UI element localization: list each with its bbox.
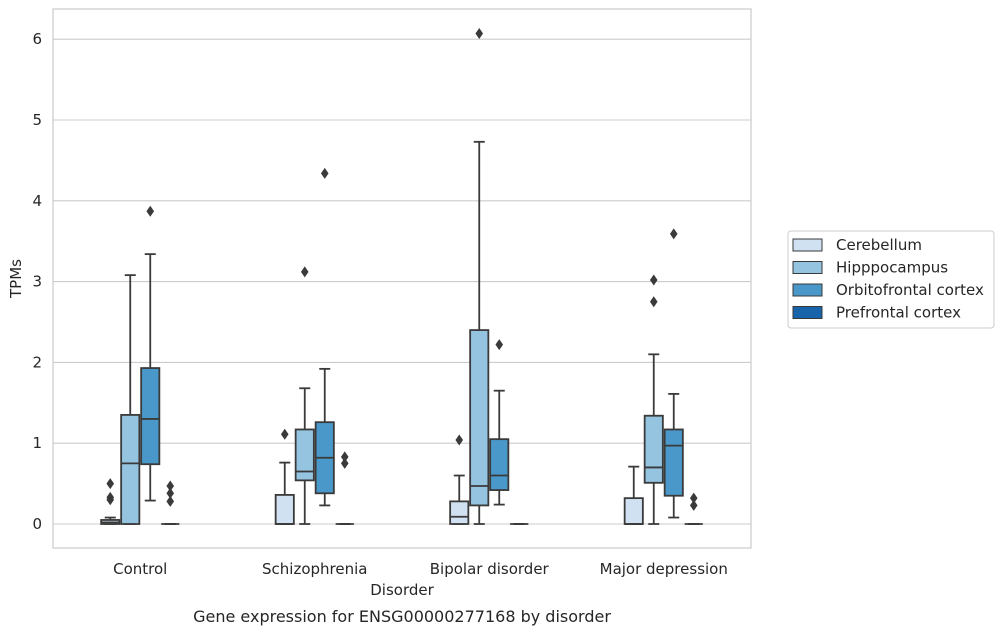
outlier-point (455, 434, 464, 446)
legend-frame (787, 230, 995, 329)
outlier-point (280, 428, 289, 440)
outlier-point (495, 339, 504, 351)
outlier-point (146, 205, 155, 217)
box-1-3 (643, 274, 664, 525)
box-body (623, 497, 644, 525)
legend-swatch (792, 261, 823, 274)
box-body (294, 428, 315, 482)
box-2-3 (663, 228, 684, 519)
box-3-3 (684, 492, 703, 525)
chart-caption: Gene expression for ENSG00000277168 by d… (193, 607, 611, 626)
y-axis-label: TPMs (7, 259, 25, 299)
legend-label: Cerebellum (836, 236, 922, 254)
legend-swatch (792, 283, 823, 297)
box-1-0 (120, 274, 141, 525)
x-tick-label: Major depression (600, 560, 728, 578)
box-body (489, 438, 510, 491)
outlier-point (320, 167, 329, 179)
outlier-point (689, 492, 698, 504)
y-tick-label: 3 (32, 273, 42, 291)
legend-label: Orbitofrontal cortex (836, 281, 984, 299)
box-body (643, 414, 664, 484)
box-2-0 (140, 205, 161, 502)
box-body (140, 367, 161, 466)
outlier-point (166, 495, 175, 507)
outlier-point (689, 499, 698, 511)
x-tick-label: Bipolar disorder (430, 560, 550, 578)
outlier-point (106, 491, 115, 503)
y-tick-label: 0 (32, 515, 42, 533)
box-3-0 (161, 480, 180, 525)
legend: Cerebellum Hipppocampus Orbitofrontal cort… (787, 230, 995, 329)
outlier-point (649, 296, 658, 308)
y-tick-labels: 0 1 2 3 4 5 6 (32, 30, 42, 533)
outlier-point (300, 266, 309, 278)
box-0-1 (274, 428, 295, 525)
outlier-point (340, 451, 349, 463)
plot-area (100, 28, 703, 525)
y-tick-label: 4 (32, 192, 42, 210)
outlier-point (649, 274, 658, 286)
box-body (274, 494, 295, 525)
axes-frame (52, 8, 752, 549)
legend-swatch (792, 238, 823, 252)
x-tick-label: Schizophrenia (262, 560, 367, 578)
x-axis-label: Disorder (370, 581, 434, 599)
y-tick-label: 1 (32, 434, 42, 452)
box-body (449, 500, 470, 525)
box-body (469, 329, 490, 507)
legend-label: Prefrontal cortex (836, 304, 961, 322)
box-3-1 (335, 451, 354, 525)
x-tick-labels: Control Schizophrenia Bipolar disorder Majo… (113, 560, 728, 578)
outlier-point (166, 487, 175, 499)
box-2-1 (314, 167, 335, 507)
box-1-1 (294, 266, 315, 525)
box-0-2 (449, 434, 470, 525)
outlier-point (475, 28, 484, 40)
box-0-0 (100, 478, 121, 525)
legend-swatch (792, 306, 823, 319)
outlier-point (106, 478, 115, 490)
box-2-2 (489, 339, 510, 506)
outlier-point (340, 457, 349, 469)
y-tick-label: 6 (32, 30, 42, 48)
box-body (663, 428, 684, 497)
box-0-3 (623, 465, 644, 525)
y-tick-label: 2 (32, 353, 42, 371)
x-tick-label: Control (113, 560, 167, 578)
outlier-point (669, 228, 678, 240)
legend-label: Hipppocampus (836, 259, 948, 277)
outlier-point (166, 480, 175, 492)
box-1-2 (469, 28, 490, 525)
box-body (120, 414, 141, 525)
gridlines (53, 38, 751, 525)
y-tick-label: 5 (32, 111, 42, 129)
